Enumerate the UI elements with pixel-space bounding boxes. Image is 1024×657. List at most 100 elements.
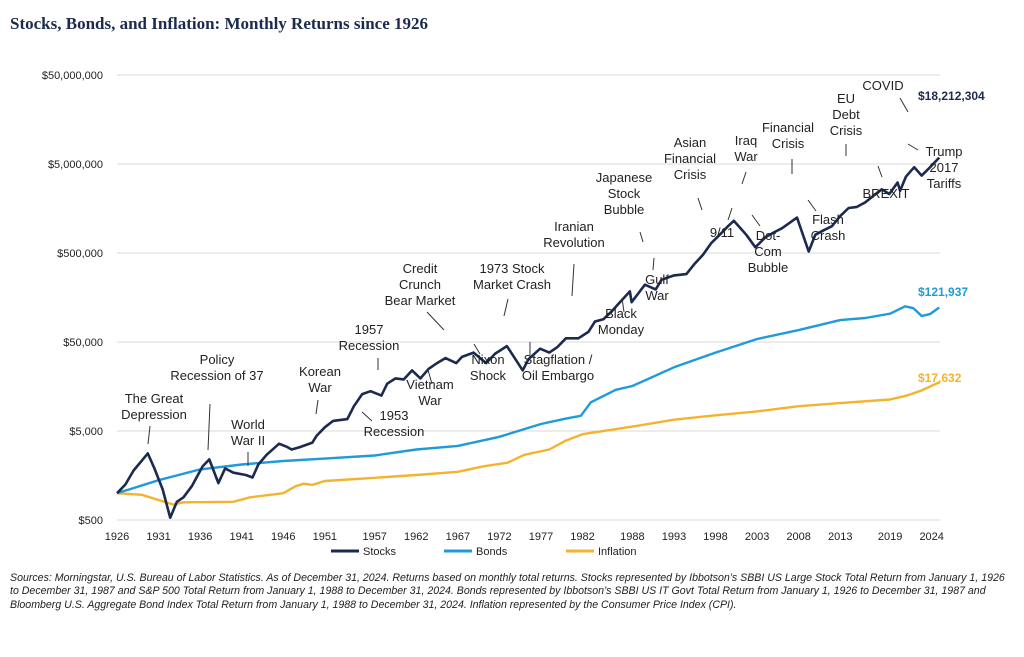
annotation-label: BREXIT [863,186,910,201]
annotation-leader [427,369,433,385]
annotation-label: COVID [862,78,903,93]
annotation-label: War [418,393,442,408]
annotation-label: Tariffs [927,176,962,191]
annotation-label: Crisis [830,123,863,138]
y-tick-label: $5,000 [69,426,103,438]
annotation-label: Debt [832,107,860,122]
annotation-label: Crisis [674,167,707,182]
series-lines [116,156,941,519]
annotation-leader [621,297,625,313]
annotation-label: War II [231,433,265,448]
annotation-label: Recession [339,338,400,353]
annotation-label: World [231,417,265,432]
annotation-label: Credit [403,261,438,276]
annotation-label: Iranian [554,219,594,234]
annotation-leader [727,207,733,221]
chart-title: Stocks, Bonds, and Inflation: Monthly Re… [10,14,428,33]
annotation-label: Financial [762,120,814,135]
annotation-label: EU [837,91,855,106]
annotation-label: Bubble [748,260,788,275]
annotation-leader [503,298,509,317]
x-tick-label: 1972 [487,531,511,543]
annotation-label: The Great [125,391,184,406]
end-label-bonds: $121,937 [918,285,968,299]
annotation-label: 9/11 [710,225,734,240]
x-tick-label: 1967 [446,531,470,543]
x-tick-label: 2024 [919,531,943,543]
x-tick-label: 1993 [662,531,686,543]
annotation-label: Flash [812,212,844,227]
annotation-leader [652,257,655,271]
annotation-label: Stock [608,186,641,201]
annotation-label: Recession [364,424,425,439]
annotation-leader [361,411,373,422]
series-line-bonds [116,305,940,495]
y-tick-label: $500,000 [57,248,103,260]
annotation-label: Crunch [399,277,441,292]
annotation-label: War [645,288,669,303]
annotation-label: Gulf [645,272,669,287]
x-tick-label: 1946 [271,531,295,543]
annotation-label: Vietnam [406,377,453,392]
annotation-leader [315,399,319,415]
x-tick-label: 1977 [529,531,553,543]
x-tick-label: 1957 [362,531,386,543]
annotation-leader [147,425,151,445]
annotation-label: Nixon [471,352,504,367]
annotation-leader [697,197,703,211]
x-tick-label: 2013 [828,531,852,543]
x-tick-label: 2019 [878,531,902,543]
annotation-label: Dot- [756,228,781,243]
annotation-label: 1973 Stock [479,261,545,276]
annotation-leader [426,311,445,331]
y-tick-label: $500 [79,515,103,527]
end-label-stocks: $18,212,304 [918,89,985,103]
annotation-label: Asian [674,135,707,150]
series-line-inflation [116,381,940,506]
annotation-leader [877,165,883,178]
y-tick-label: $5,000,000 [48,159,103,171]
grid [117,74,940,521]
chart: $50,000,000 $5,000,000 $500,000 $50,000 $5,0… [42,70,985,558]
x-tick-label: 2003 [745,531,769,543]
x-tick-label: 1998 [703,531,727,543]
annotation-label: 1957 [355,322,384,337]
annotation-label: Bubble [604,202,644,217]
annotation-label: Revolution [543,235,604,250]
end-labels: $18,212,304 $121,937 $17,632 [918,89,985,385]
annotation-label: Shock [470,368,507,383]
annotation-label: Stagflation / [524,352,593,367]
legend-label-inflation: Inflation [598,546,637,558]
x-tick-label: 1926 [105,531,129,543]
x-tick-label: 1982 [570,531,594,543]
annotation-leader [899,97,909,113]
annotation-label: 2017 [930,160,959,175]
annotation-leader [807,199,817,212]
x-tick-label: 1941 [229,531,253,543]
annotation-label: War [734,149,758,164]
annotation-leader [571,263,575,297]
annotation-label: Crash [811,228,846,243]
annotation-label: Recession of 37 [170,368,263,383]
annotation-leader [907,143,919,151]
annotation-label: Depression [121,407,187,422]
annotation-label: Policy [200,352,235,367]
end-label-inflation: $17,632 [918,371,962,385]
annotation-label: Financial [664,151,716,166]
legend-label-stocks: Stocks [363,546,397,558]
x-tick-label: 1962 [404,531,428,543]
annotation-label: Monday [598,322,645,337]
annotation-label: Trump [925,144,962,159]
x-tick-label: 1988 [620,531,644,543]
legend: Stocks Bonds Inflation [331,546,637,558]
x-tick-label: 1936 [188,531,212,543]
annotation-label: Black [605,306,637,321]
x-axis-labels: 1926 1931 1936 1941 1946 1951 1957 1962 1967 1972… [105,531,944,543]
annotation-label: Korean [299,364,341,379]
annotation-leader [639,231,644,243]
annotation-label: Bear Market [385,293,456,308]
series-line-stocks [116,156,941,519]
annotation-leader [741,171,747,185]
sources-footnote: Sources: Morningstar, U.S. Bureau of Lab… [10,572,1005,611]
